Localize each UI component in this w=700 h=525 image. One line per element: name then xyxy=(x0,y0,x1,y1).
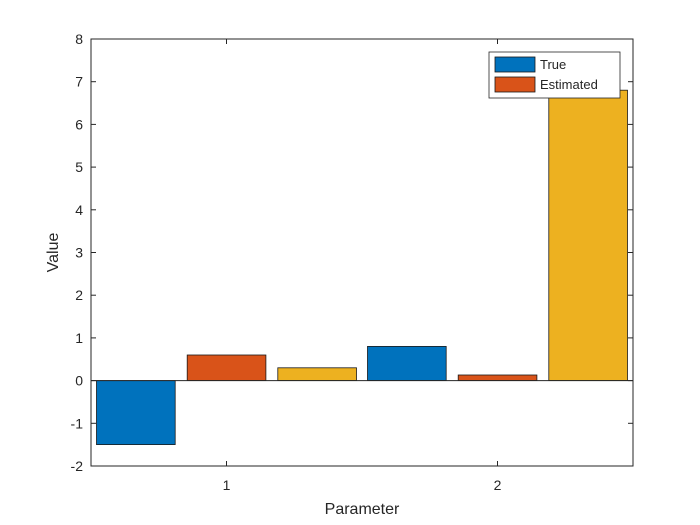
y-tick-label: 8 xyxy=(75,31,83,47)
bar-series-2-1 xyxy=(186,354,267,382)
y-tick-label: 1 xyxy=(75,330,83,346)
x-tick-label: 1 xyxy=(223,477,231,493)
bar-series-2-2 xyxy=(457,374,538,381)
y-tick-label: 4 xyxy=(75,202,83,218)
y-tick-label: 3 xyxy=(75,245,83,261)
legend-swatch xyxy=(494,76,536,93)
plot-area xyxy=(91,39,633,466)
legend: True Estimated xyxy=(488,51,621,99)
bar-series-3-2 xyxy=(548,89,628,381)
legend-swatch xyxy=(494,56,536,73)
bar-series-1-2 xyxy=(367,345,447,381)
y-tick-label: 7 xyxy=(75,74,83,90)
y-tick-label: -2 xyxy=(71,458,84,474)
y-tick-label: 0 xyxy=(75,373,83,389)
x-axis-title: Parameter xyxy=(325,501,400,518)
legend-label: True xyxy=(540,57,566,72)
y-tick-label: 5 xyxy=(75,159,83,175)
bar-series-1-1 xyxy=(96,380,176,446)
x-tick-label: 2 xyxy=(494,477,502,493)
y-axis: -2 -1 0 1 2 3 4 5 6 7 8 xyxy=(71,31,633,474)
bars-layer xyxy=(96,89,628,446)
y-tick-label: 6 xyxy=(75,116,83,132)
y-tick-label: -1 xyxy=(71,415,84,431)
legend-label: Estimated xyxy=(540,77,598,92)
y-axis-title: Value xyxy=(45,233,62,273)
y-tick-label: 2 xyxy=(75,287,83,303)
bar-series-3-1 xyxy=(277,367,357,381)
